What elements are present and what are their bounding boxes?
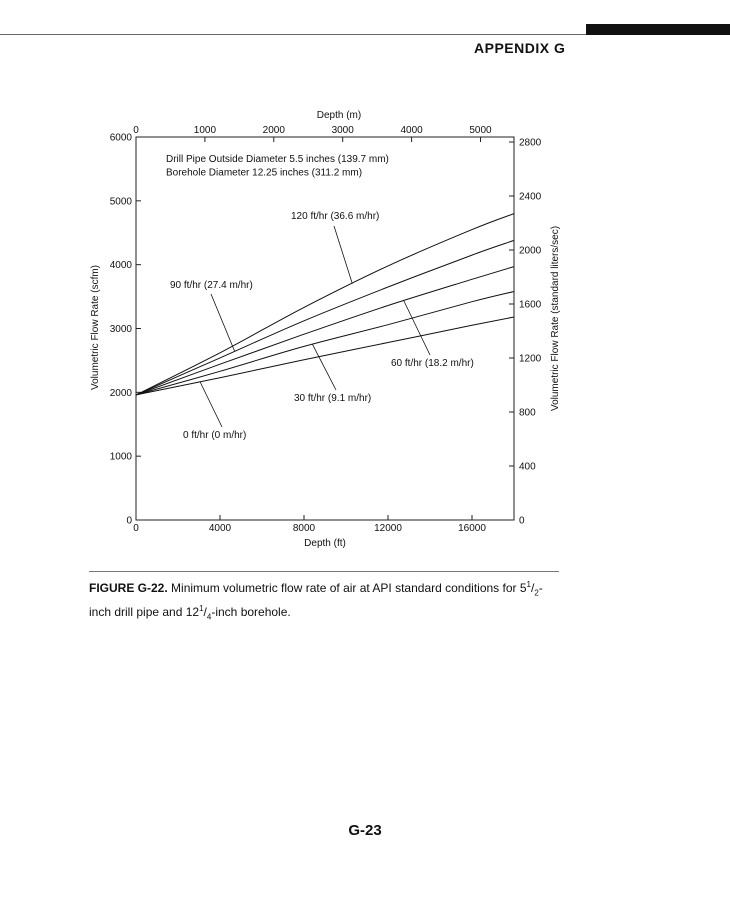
caption-text-3: -inch borehole. xyxy=(211,605,291,620)
chart-labels: Drill Pipe Outside Diameter 5.5 inches (… xyxy=(166,154,474,441)
x-tick-label: 8000 xyxy=(293,523,316,534)
series-line xyxy=(135,239,515,396)
x-tick-label: 12000 xyxy=(374,523,402,534)
chart-lines xyxy=(135,213,515,396)
y2-tick-label: 0 xyxy=(519,516,525,527)
x-tick-label: 0 xyxy=(133,523,139,534)
series-leader-line xyxy=(199,381,223,428)
y2-tick-label: 800 xyxy=(519,408,536,419)
y2-tick-label: 2000 xyxy=(519,246,542,257)
drill-size-int: 5 xyxy=(519,581,527,595)
series-line xyxy=(135,316,515,396)
chart-note-line: Borehole Diameter 12.25 inches (311.2 mm… xyxy=(166,168,362,179)
x2-tick-label: 4000 xyxy=(400,125,423,136)
caption-rule xyxy=(89,571,559,572)
y2-tick-label: 1200 xyxy=(519,354,542,365)
x2-tick-label: 0 xyxy=(133,125,139,136)
y2-tick-label: 2800 xyxy=(519,138,542,149)
y-tick-label: 2000 xyxy=(110,388,133,399)
bore-size-int: 12 xyxy=(185,605,200,620)
series-label: 60 ft/hr (18.2 m/hr) xyxy=(391,358,474,369)
series-line xyxy=(135,213,515,396)
figure-label: FIGURE G-22. xyxy=(89,581,168,595)
x-axis-label: Depth (ft) xyxy=(304,538,346,549)
caption-text-2: -inch drill pipe and xyxy=(89,581,543,620)
chart-note-line: Drill Pipe Outside Diameter 5.5 inches (… xyxy=(166,154,389,165)
series-label: 30 ft/hr (9.1 m/hr) xyxy=(294,393,371,404)
drill-size-den: 2 xyxy=(534,588,539,598)
y2-tick-label: 400 xyxy=(519,462,536,473)
x-tick-label: 16000 xyxy=(458,523,486,534)
series-line xyxy=(135,266,515,396)
series-label: 0 ft/hr (0 m/hr) xyxy=(183,430,246,441)
x-tick-label: 4000 xyxy=(209,523,232,534)
x2-tick-label: 3000 xyxy=(332,125,355,136)
bore-size-num: 1 xyxy=(199,604,204,614)
y-tick-label: 6000 xyxy=(110,133,133,144)
drill-size-num: 1 xyxy=(526,580,531,589)
caption-text-1: Minimum volumetric flow rate of air at A… xyxy=(171,581,520,595)
y2-tick-label: 2400 xyxy=(519,192,542,203)
bore-size-den: 4 xyxy=(206,612,212,622)
x2-tick-label: 2000 xyxy=(263,125,286,136)
x2-tick-label: 1000 xyxy=(194,125,217,136)
x2-tick-label: 5000 xyxy=(469,125,492,136)
header-bar xyxy=(586,24,730,35)
section-header: APPENDIX G xyxy=(474,40,566,56)
series-label: 90 ft/hr (27.4 m/hr) xyxy=(170,280,253,291)
series-leader-line xyxy=(333,225,353,284)
y2-axis-label: Volumetric Flow Rate (standard liters/se… xyxy=(550,226,561,411)
y-axis-label: Volumetric Flow Rate (scfm) xyxy=(90,265,101,390)
series-leader-line xyxy=(403,300,431,356)
y-tick-label: 4000 xyxy=(110,260,133,271)
y-tick-label: 0 xyxy=(126,516,132,527)
series-leader-line xyxy=(312,344,337,391)
series-label: 120 ft/hr (36.6 m/hr) xyxy=(291,211,379,222)
y-tick-label: 3000 xyxy=(110,324,133,335)
top-rule xyxy=(0,34,730,35)
y-tick-label: 1000 xyxy=(110,452,133,463)
figure-caption: FIGURE G-22. Minimum volumetric flow rat… xyxy=(89,580,543,622)
series-leader-line xyxy=(210,293,236,352)
series-line xyxy=(135,291,515,396)
x2-axis-label: Depth (m) xyxy=(317,110,361,121)
y-tick-label: 5000 xyxy=(110,196,133,207)
y2-tick-label: 1600 xyxy=(519,300,542,311)
page-number: G-23 xyxy=(348,822,382,839)
